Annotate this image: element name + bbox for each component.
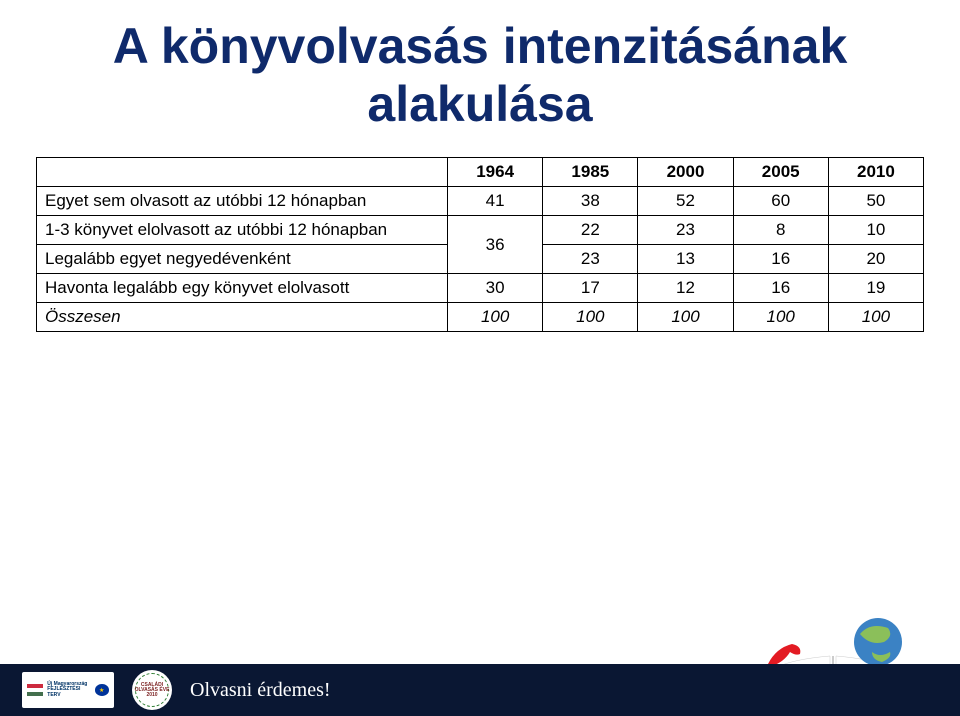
umft-subtitle: FEJLESZTÉSI TERV bbox=[47, 686, 80, 697]
logo-uj-magyarorszag: Új Magyarország FEJLESZTÉSI TERV bbox=[22, 672, 114, 708]
footer-bar: Új Magyarország FEJLESZTÉSI TERV CSALÁDI… bbox=[0, 664, 960, 716]
cell: 100 bbox=[828, 303, 923, 332]
row-label: Legalább egyet negyedévenként bbox=[37, 245, 448, 274]
col-year: 2005 bbox=[733, 158, 828, 187]
col-year: 2000 bbox=[638, 158, 733, 187]
data-table: 1964 1985 2000 2005 2010 Egyet sem olvas… bbox=[36, 157, 924, 332]
cell: 38 bbox=[543, 187, 638, 216]
cell: 100 bbox=[638, 303, 733, 332]
csaladi-text: CSALÁDI OLVASÁS ÉVE 2010 bbox=[132, 683, 172, 698]
row-label: Egyet sem olvasott az utóbbi 12 hónapban bbox=[37, 187, 448, 216]
table-row: Egyet sem olvasott az utóbbi 12 hónapban… bbox=[37, 187, 924, 216]
table-row: Havonta legalább egy könyvet elolvasott … bbox=[37, 274, 924, 303]
page-title: A könyvolvasás intenzitásának alakulása bbox=[0, 18, 960, 133]
slide: A könyvolvasás intenzitásának alakulása … bbox=[0, 0, 960, 716]
title-line-1: A könyvolvasás intenzitásának bbox=[113, 18, 848, 74]
cell: 100 bbox=[733, 303, 828, 332]
umft-text: Új Magyarország FEJLESZTÉSI TERV bbox=[47, 682, 90, 698]
cell: 20 bbox=[828, 245, 923, 274]
cell: 23 bbox=[543, 245, 638, 274]
title-line-2: alakulása bbox=[367, 76, 592, 132]
col-year: 1964 bbox=[448, 158, 543, 187]
row-label: Összesen bbox=[37, 303, 448, 332]
row-label: Havonta legalább egy könyvet elolvasott bbox=[37, 274, 448, 303]
cell: 16 bbox=[733, 274, 828, 303]
cell: 22 bbox=[543, 216, 638, 245]
cell: 60 bbox=[733, 187, 828, 216]
cell: 23 bbox=[638, 216, 733, 245]
logo-csaladi-olvasas: CSALÁDI OLVASÁS ÉVE 2010 bbox=[132, 670, 172, 710]
table-row-total: Összesen 100 100 100 100 100 bbox=[37, 303, 924, 332]
cell: 12 bbox=[638, 274, 733, 303]
cell: 19 bbox=[828, 274, 923, 303]
col-year: 2010 bbox=[828, 158, 923, 187]
cell: 41 bbox=[448, 187, 543, 216]
cell: 50 bbox=[828, 187, 923, 216]
data-table-wrap: 1964 1985 2000 2005 2010 Egyet sem olvas… bbox=[36, 157, 924, 332]
hungary-flag-icon bbox=[27, 684, 43, 696]
cell: 13 bbox=[638, 245, 733, 274]
cell: 30 bbox=[448, 274, 543, 303]
cell: 17 bbox=[543, 274, 638, 303]
eu-flag-icon bbox=[95, 684, 109, 696]
cell: 8 bbox=[733, 216, 828, 245]
cell: 52 bbox=[638, 187, 733, 216]
table-row: 1-3 könyvet elolvasott az utóbbi 12 hóna… bbox=[37, 216, 924, 245]
cell-merged: 36 bbox=[448, 216, 543, 274]
cell: 10 bbox=[828, 216, 923, 245]
footer-slogan: Olvasni érdemes! bbox=[190, 679, 331, 702]
cell: 16 bbox=[733, 245, 828, 274]
table-header-row: 1964 1985 2000 2005 2010 bbox=[37, 158, 924, 187]
col-year: 1985 bbox=[543, 158, 638, 187]
cell: 100 bbox=[448, 303, 543, 332]
header-corner bbox=[37, 158, 448, 187]
cell: 100 bbox=[543, 303, 638, 332]
row-label: 1-3 könyvet elolvasott az utóbbi 12 hóna… bbox=[37, 216, 448, 245]
